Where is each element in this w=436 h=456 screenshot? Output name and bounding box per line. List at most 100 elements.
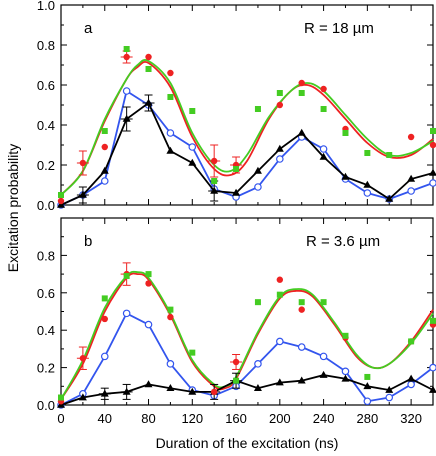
blue-open-circle-point: [122, 309, 131, 318]
black-triangle-point: [319, 152, 328, 160]
red-dot-point: [57, 197, 65, 205]
y-tick-label: 0.2: [37, 361, 55, 376]
green-square-point: [167, 94, 174, 100]
red-dot-point: [407, 133, 415, 141]
black-triangle-point: [144, 98, 153, 106]
green-square-point: [145, 66, 152, 72]
black-triangle-point: [429, 385, 436, 393]
panel-b-letter: b: [84, 233, 92, 250]
x-tick-label: 120: [181, 411, 203, 426]
x-tick-label: 320: [400, 411, 422, 426]
blue-open-circle-point: [100, 177, 109, 185]
blue-open-circle-point: [122, 87, 131, 95]
red-dot-point: [145, 280, 152, 287]
blue-series-line: [60, 312, 434, 406]
black-triangle-point: [385, 385, 394, 393]
black-triangle-point: [275, 144, 284, 152]
y-tick-label: 0.6: [37, 286, 55, 301]
black-triangle-point: [232, 188, 241, 196]
blue-open-circle-point: [166, 129, 175, 137]
green-square-point: [189, 349, 196, 356]
blue-open-circle-point: [188, 143, 197, 151]
x-tick-label: 280: [357, 411, 379, 426]
y-axis-title: Excitation probability: [5, 144, 21, 272]
black-triangle-point: [363, 180, 372, 188]
black-triangle-point: [210, 186, 219, 194]
green-square-point: [386, 152, 393, 158]
red-dot-point: [320, 85, 327, 93]
black-triangle-point: [319, 370, 328, 378]
green-square-point: [320, 299, 327, 306]
blue-open-circle-point: [407, 187, 415, 195]
black-triangle-point: [341, 172, 350, 180]
green-square-point: [342, 332, 349, 339]
black-triangle-point: [144, 380, 153, 388]
green-square-point: [123, 272, 130, 279]
black-triangle-point: [407, 374, 416, 382]
black-triangle-point: [166, 383, 175, 391]
x-axis-title: Duration of the excitation (ns): [156, 435, 339, 451]
panel-b-radius-label: R = 3.6 µm: [306, 233, 380, 250]
y-tick-label: 0.0: [37, 398, 55, 413]
green-square-point: [189, 108, 196, 114]
black-triangle-point: [297, 376, 306, 384]
red-fit-curve: [60, 272, 434, 400]
red-dot-point: [276, 101, 284, 109]
green-square-point: [123, 46, 130, 52]
red-dot-point: [145, 53, 152, 61]
y-tick-label: 0.0: [37, 198, 55, 213]
red-dot-point: [79, 159, 87, 167]
black-triangle-point: [253, 383, 262, 391]
black-triangle-point: [275, 378, 284, 386]
red-dot-point: [210, 157, 218, 165]
blue-open-circle-point: [385, 393, 394, 402]
green-square-point: [254, 299, 261, 306]
x-tick-label: 160: [225, 411, 247, 426]
y-tick-label: 0.8: [37, 248, 55, 263]
panel-b: b R = 3.6 µm 0 40 80 120 160 200 240 280 320 0.0 0…: [37, 217, 436, 426]
x-tick-label: 40: [98, 411, 112, 426]
blue-open-circle-point: [254, 183, 262, 191]
green-square-point: [276, 90, 283, 96]
green-square-point: [364, 373, 371, 380]
black-triangle-point: [166, 146, 175, 154]
red-dot-point: [101, 315, 108, 323]
blue-open-circle-point: [363, 189, 372, 197]
black-triangle-point: [188, 387, 197, 395]
black-triangle-point: [385, 194, 394, 202]
red-dot-point: [232, 358, 240, 366]
green-square-point: [233, 166, 240, 172]
green-square-point: [101, 128, 108, 134]
blue-open-circle-point: [166, 360, 175, 368]
blue-open-circle-point: [100, 352, 109, 361]
blue-open-circle-point: [254, 360, 262, 368]
black-triangle-point: [341, 374, 350, 382]
blue-open-circle-point: [363, 397, 372, 406]
y-tick-label: 0.6: [37, 78, 55, 93]
blue-open-circle-point: [341, 367, 350, 376]
green-square-point: [320, 106, 327, 112]
blue-series-line: [60, 89, 434, 206]
red-dot-point: [167, 69, 174, 77]
blue-open-circle-point: [297, 343, 306, 351]
green-square-point: [254, 106, 261, 112]
blue-open-circle-point: [276, 337, 284, 346]
y-tick-label: 1.0: [37, 0, 55, 13]
blue-open-circle-point: [276, 155, 284, 163]
red-dot-point: [276, 276, 284, 283]
green-square-point: [408, 338, 415, 345]
green-square-point: [233, 377, 240, 384]
red-dot-point: [298, 306, 305, 313]
blue-open-circle-point: [319, 145, 328, 153]
black-triangle-point: [407, 174, 416, 182]
red-dot-point: [429, 141, 436, 149]
green-square-point: [298, 299, 305, 306]
y-tick-label: 0.4: [37, 323, 55, 338]
plot-frame: [60, 4, 434, 206]
red-dot-point: [101, 143, 108, 151]
x-tick-label: 200: [269, 411, 291, 426]
red-dot-point: [298, 79, 305, 87]
black-triangle-point: [100, 166, 109, 174]
y-tick-label: 0.8: [37, 38, 55, 53]
y-tick-label: 0.2: [37, 158, 55, 173]
